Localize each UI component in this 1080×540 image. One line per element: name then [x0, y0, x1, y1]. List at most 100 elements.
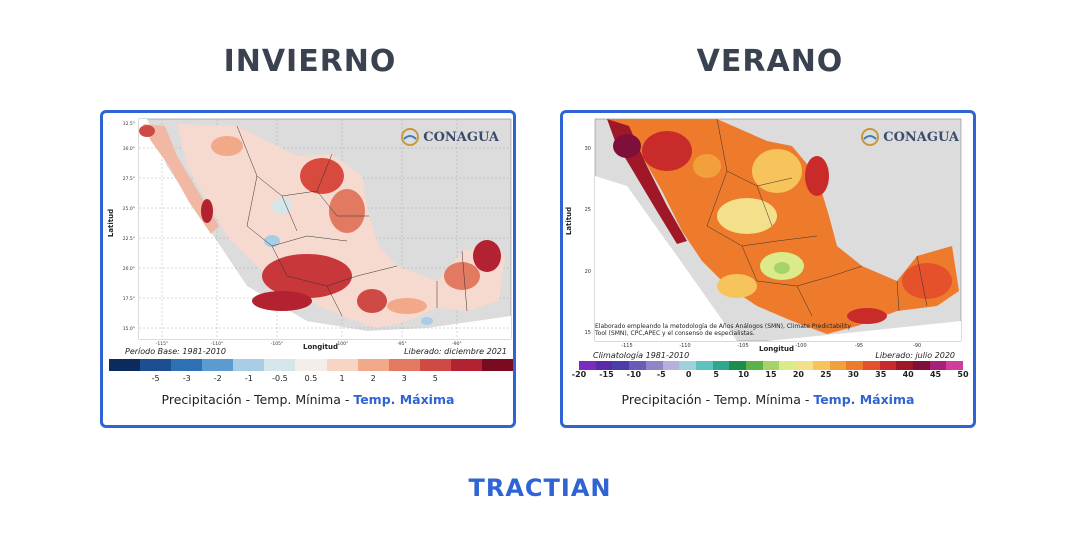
winter-colorbar-cell — [481, 359, 513, 371]
winter-colorbar-cell — [233, 359, 265, 371]
summer-caption-highlight: Temp. Máxima — [813, 392, 915, 407]
summer-lon-tick: -105 — [737, 343, 748, 349]
winter-lat-tick: 20.0° — [123, 266, 135, 272]
summer-period-label: Climatología 1981-2010 — [593, 351, 690, 360]
winter-colorbar-cell — [450, 359, 482, 371]
summer-colorbar-cell — [762, 361, 780, 370]
winter-lon-tick: -100° — [336, 341, 348, 347]
summer-colorbar-tick: 0 — [685, 370, 692, 379]
summer-colorbar-cell — [846, 361, 863, 370]
winter-conagua-logo: CONAGUA — [400, 123, 499, 151]
summer-colorbar-cell — [662, 361, 680, 370]
summer-colorbar-cell — [812, 361, 830, 370]
winter-colorbar-tick: -3 — [182, 374, 191, 383]
summer-colorbar-cell — [796, 361, 813, 370]
summer-lat-ticks: 30 25 20 15 — [585, 146, 591, 336]
winter-lat-tick: 25.0° — [123, 206, 135, 212]
summer-colorbar-tick: 30 — [847, 370, 859, 379]
winter-lon-tick: -115° — [156, 341, 168, 347]
summer-lat-tick: 20 — [585, 269, 591, 275]
summer-colorbar-tick: 40 — [902, 370, 914, 379]
summer-method-note: Elaborado empleando la metodología de Añ… — [595, 323, 851, 337]
winter-lon-ticks: -115° -110° -105° -100° -95° -90° — [156, 341, 462, 347]
summer-colorbar-cell — [612, 361, 630, 370]
summer-colorbar-cell — [879, 361, 897, 370]
winter-caption-text: Precipitación - Temp. Mínima - — [161, 392, 354, 407]
winter-colorbar-tick: -0.5 — [272, 374, 288, 383]
conagua-emblem-icon — [861, 128, 880, 146]
summer-released-label: Liberado: julio 2020 — [875, 351, 955, 360]
winter-lat-tick: 17.5° — [123, 296, 135, 302]
summer-colorbar-ticks: -20 -15 -10 -5 0 5 10 15 20 25 30 35 40 45 50 — [572, 370, 969, 380]
winter-card: -115° -110° -105° -100° -95° -90° 32.5° … — [100, 110, 516, 428]
summer-lon-tick: -90 — [913, 343, 921, 349]
summer-lon-ticks: -115 -110 -105 -100 -95 -90 — [621, 343, 921, 349]
summer-colorbar-tick: 45 — [929, 370, 942, 379]
summer-colorbar-tick: 35 — [875, 370, 887, 379]
winter-colorbar-cell — [171, 359, 203, 371]
summer-colorbar-tick: 5 — [713, 370, 719, 379]
winter-lat-tick: 15.0° — [123, 326, 135, 332]
winter-colorbar-cell — [357, 359, 389, 371]
summer-colorbar-cell — [579, 361, 596, 370]
winter-lon-tick: -95° — [397, 341, 407, 347]
winter-period-label: Período Base: 1981-2010 — [125, 347, 226, 356]
summer-colorbar-tick: -5 — [656, 370, 666, 379]
summer-colorbar-cell — [712, 361, 730, 370]
winter-conagua-name: CONAGUA — [423, 129, 499, 145]
winter-colorbar-cell — [202, 359, 234, 371]
summer-colorbar-cell — [629, 361, 646, 370]
summer-colorbar-cell — [679, 361, 696, 370]
winter-lat-tick: 22.5° — [123, 236, 135, 242]
winter-colorbar-tick: -5 — [151, 374, 160, 383]
tractian-logo: TRACTIAN — [468, 474, 612, 502]
winter-colorbar-cell — [388, 359, 420, 371]
summer-colorbar-cell — [862, 361, 880, 370]
summer-lat-tick: 15 — [585, 330, 591, 336]
winter-released-label: Liberado: diciembre 2021 — [404, 347, 507, 356]
winter-colorbar-ticks: -5 -3 -2 -1 -0.5 0.5 1 2 3 5 — [109, 374, 513, 384]
summer-colorbar-tick: -15 — [599, 370, 614, 379]
summer-colorbar-cell — [779, 361, 797, 370]
summer-colorbar-cell — [946, 361, 964, 370]
winter-colorbar-tick: 2 — [370, 374, 376, 383]
winter-colorbar — [109, 359, 513, 371]
winter-colorbar-tick: -1 — [244, 374, 253, 383]
winter-colorbar-cell — [109, 359, 141, 371]
summer-lat-tick: 30 — [585, 146, 591, 152]
summer-colorbar-cell — [896, 361, 914, 370]
winter-heading: INVIERNO — [223, 44, 397, 79]
summer-colorbar-tick: 20 — [792, 370, 804, 379]
winter-colorbar-cell — [264, 359, 296, 371]
winter-lat-tick: 27.5° — [123, 176, 135, 182]
summer-lon-tick: -110 — [679, 343, 690, 349]
winter-lon-tick: -90° — [452, 341, 462, 347]
winter-lat-tick: 32.5° — [123, 121, 135, 127]
summer-conagua-logo: CONAGUA — [860, 123, 959, 151]
winter-x-axis-label: Longitud — [303, 343, 339, 351]
summer-colorbar-tick: -20 — [571, 370, 587, 379]
winter-lon-tick: -105° — [271, 341, 283, 347]
summer-card: -115 -110 -105 -100 -95 -90 30 25 20 15 … — [560, 110, 976, 428]
summer-colorbar-cell — [695, 361, 713, 370]
winter-colorbar-tick: 3 — [401, 374, 407, 383]
summer-lon-tick: -115 — [621, 343, 632, 349]
summer-colorbar-cell — [913, 361, 930, 370]
summer-heading: VERANO — [696, 44, 844, 79]
winter-y-axis-label: Latitud — [107, 208, 116, 238]
winter-colorbar-cell — [295, 359, 327, 371]
summer-colorbar-tick: 10 — [737, 370, 750, 379]
summer-colorbar-cell — [729, 361, 747, 370]
summer-x-axis-label: Longitud — [759, 345, 795, 353]
conagua-emblem-icon — [401, 128, 420, 146]
summer-caption: Precipitación - Temp. Mínima - Temp. Máx… — [563, 392, 973, 407]
summer-map: -115 -110 -105 -100 -95 -90 30 25 20 15 — [567, 116, 973, 356]
winter-colorbar-tick: 1 — [339, 374, 345, 383]
winter-colorbar-tick: 5 — [432, 374, 438, 383]
summer-lat-tick: 25 — [585, 207, 591, 213]
winter-colorbar-cell — [419, 359, 451, 371]
summer-caption-text: Precipitación - Temp. Mínima - — [621, 392, 814, 407]
winter-caption: Precipitación - Temp. Mínima - Temp. Máx… — [103, 392, 513, 407]
summer-colorbar-cell — [645, 361, 663, 370]
summer-colorbar — [579, 361, 964, 370]
